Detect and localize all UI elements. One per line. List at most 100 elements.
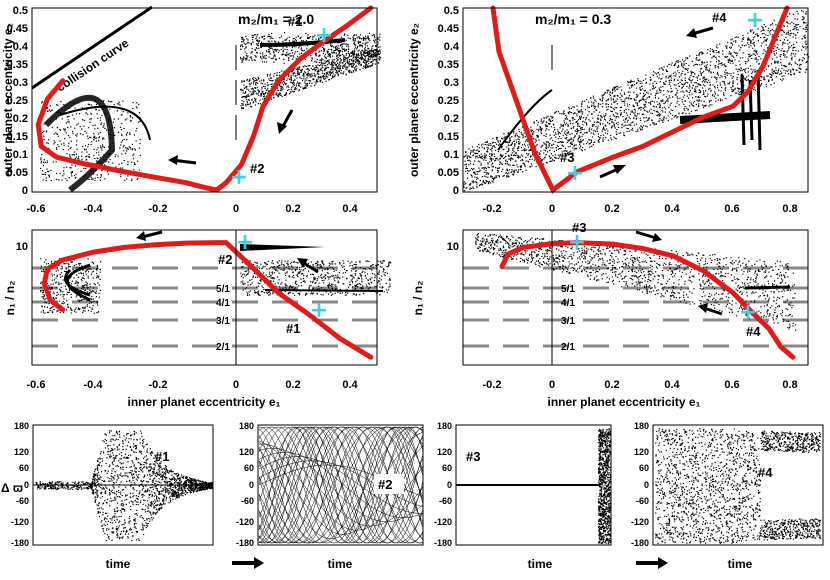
- scatter-dot: [65, 132, 67, 134]
- scatter-dot: [95, 109, 97, 111]
- scatter-dot: [602, 94, 605, 96]
- scatter-dot: [733, 40, 735, 42]
- scatter-dot: [113, 127, 116, 129]
- scatter-dot: [247, 103, 249, 105]
- scatter-dot: [555, 111, 557, 113]
- scatter-dot: [256, 44, 258, 46]
- scatter-dot: [331, 261, 333, 263]
- scatter-dot: [367, 47, 369, 49]
- scatter-dot: [314, 70, 317, 72]
- scatter-dot: [275, 79, 277, 81]
- scatter-dot: [477, 151, 480, 153]
- scatter-dot: [705, 90, 707, 92]
- scatter-dot: [276, 72, 278, 74]
- scatter-dot: [311, 82, 313, 84]
- scatter-dot: [82, 145, 84, 148]
- scatter-dot: [599, 123, 601, 126]
- scatter-dot: [597, 117, 599, 119]
- scatter-dot: [567, 146, 569, 148]
- scatter-dot: [757, 35, 760, 37]
- scatter-dot: [43, 173, 45, 175]
- scatter-dot: [316, 73, 318, 75]
- scatter-dot: [549, 120, 551, 122]
- scatter-dot: [580, 139, 582, 141]
- scatter-dot: [275, 41, 277, 43]
- scatter-dot: [631, 98, 633, 100]
- scatter-dot: [472, 163, 475, 165]
- scatter-dot: [539, 153, 541, 155]
- scatter-dot: [472, 146, 474, 148]
- scatter-dot: [491, 154, 493, 157]
- scatter-dot: [339, 58, 341, 60]
- scatter-dot: [702, 84, 704, 86]
- scatter-dot: [258, 91, 260, 93]
- scatter-dot: [681, 101, 683, 103]
- scatter-dot: [614, 107, 616, 109]
- scatter-dot: [517, 136, 520, 138]
- scatter-dot: [40, 157, 42, 159]
- scatter-dot: [63, 129, 65, 131]
- scatter-dot: [621, 127, 623, 129]
- scatter-dot: [696, 79, 699, 82]
- scatter-dot: [630, 84, 632, 87]
- scatter-dot: [373, 39, 375, 41]
- scatter-dot: [265, 50, 268, 52]
- scatter-dot: [627, 105, 629, 107]
- scatter-dot: [748, 54, 750, 56]
- scatter-dot: [711, 48, 713, 51]
- scatter-dot: [81, 107, 83, 109]
- scatter-dot: [261, 90, 263, 92]
- scatter-dot: [781, 75, 783, 77]
- scatter-dot: [637, 129, 639, 131]
- scatter-dot: [581, 150, 583, 152]
- scatter-dot: [731, 60, 733, 62]
- scatter-dot: [323, 34, 325, 36]
- scatter-dot: [775, 52, 778, 54]
- scatter-dot: [525, 156, 527, 159]
- scatter-dot: [696, 76, 698, 78]
- scatter-dot: [568, 139, 570, 141]
- scatter-dot: [520, 146, 523, 149]
- scatter-dot: [86, 132, 88, 134]
- scatter-dot: [368, 50, 371, 52]
- scatter-dot: [602, 134, 605, 136]
- scatter-dot: [723, 81, 725, 83]
- scatter-dot: [597, 104, 599, 106]
- scatter-dot: [366, 37, 368, 39]
- scatter-dot: [81, 128, 83, 130]
- scatter-dot: [674, 63, 676, 65]
- scatter-dot: [379, 280, 381, 282]
- scatter-dot: [730, 39, 732, 41]
- scatter-dot: [311, 69, 313, 71]
- scatter-dot: [255, 38, 257, 40]
- scatter-dot: [244, 96, 246, 99]
- scatter-dot: [742, 57, 744, 59]
- scatter-dot: [332, 55, 334, 57]
- scatter-dot: [134, 163, 136, 165]
- scatter-dot: [756, 34, 758, 37]
- scatter-dot: [782, 42, 784, 44]
- scatter-dot: [576, 128, 579, 130]
- scatter-dot: [540, 146, 542, 148]
- scatter-dot: [72, 114, 74, 116]
- scatter-dot: [360, 63, 362, 66]
- scatter-dot: [698, 89, 700, 91]
- scatter-dot: [103, 125, 105, 127]
- scatter-dot: [719, 77, 721, 79]
- scatter-dot: [257, 103, 259, 105]
- scatter-dot: [288, 60, 290, 62]
- scatter-dot: [97, 157, 99, 160]
- scatter-dot: [362, 61, 364, 63]
- scatter-dot: [354, 69, 356, 71]
- scatter-dot: [640, 106, 643, 109]
- scatter-dot: [781, 64, 783, 66]
- scatter-dot: [271, 271, 273, 273]
- scatter-dot: [564, 137, 566, 139]
- scatter-dot: [347, 48, 349, 51]
- scatter-dot: [381, 266, 383, 268]
- scatter-dot: [292, 72, 294, 74]
- scatter-dot: [691, 87, 693, 89]
- scatter-dot: [710, 100, 712, 102]
- scatter-dot: [280, 89, 282, 91]
- scatter-dot: [359, 294, 361, 296]
